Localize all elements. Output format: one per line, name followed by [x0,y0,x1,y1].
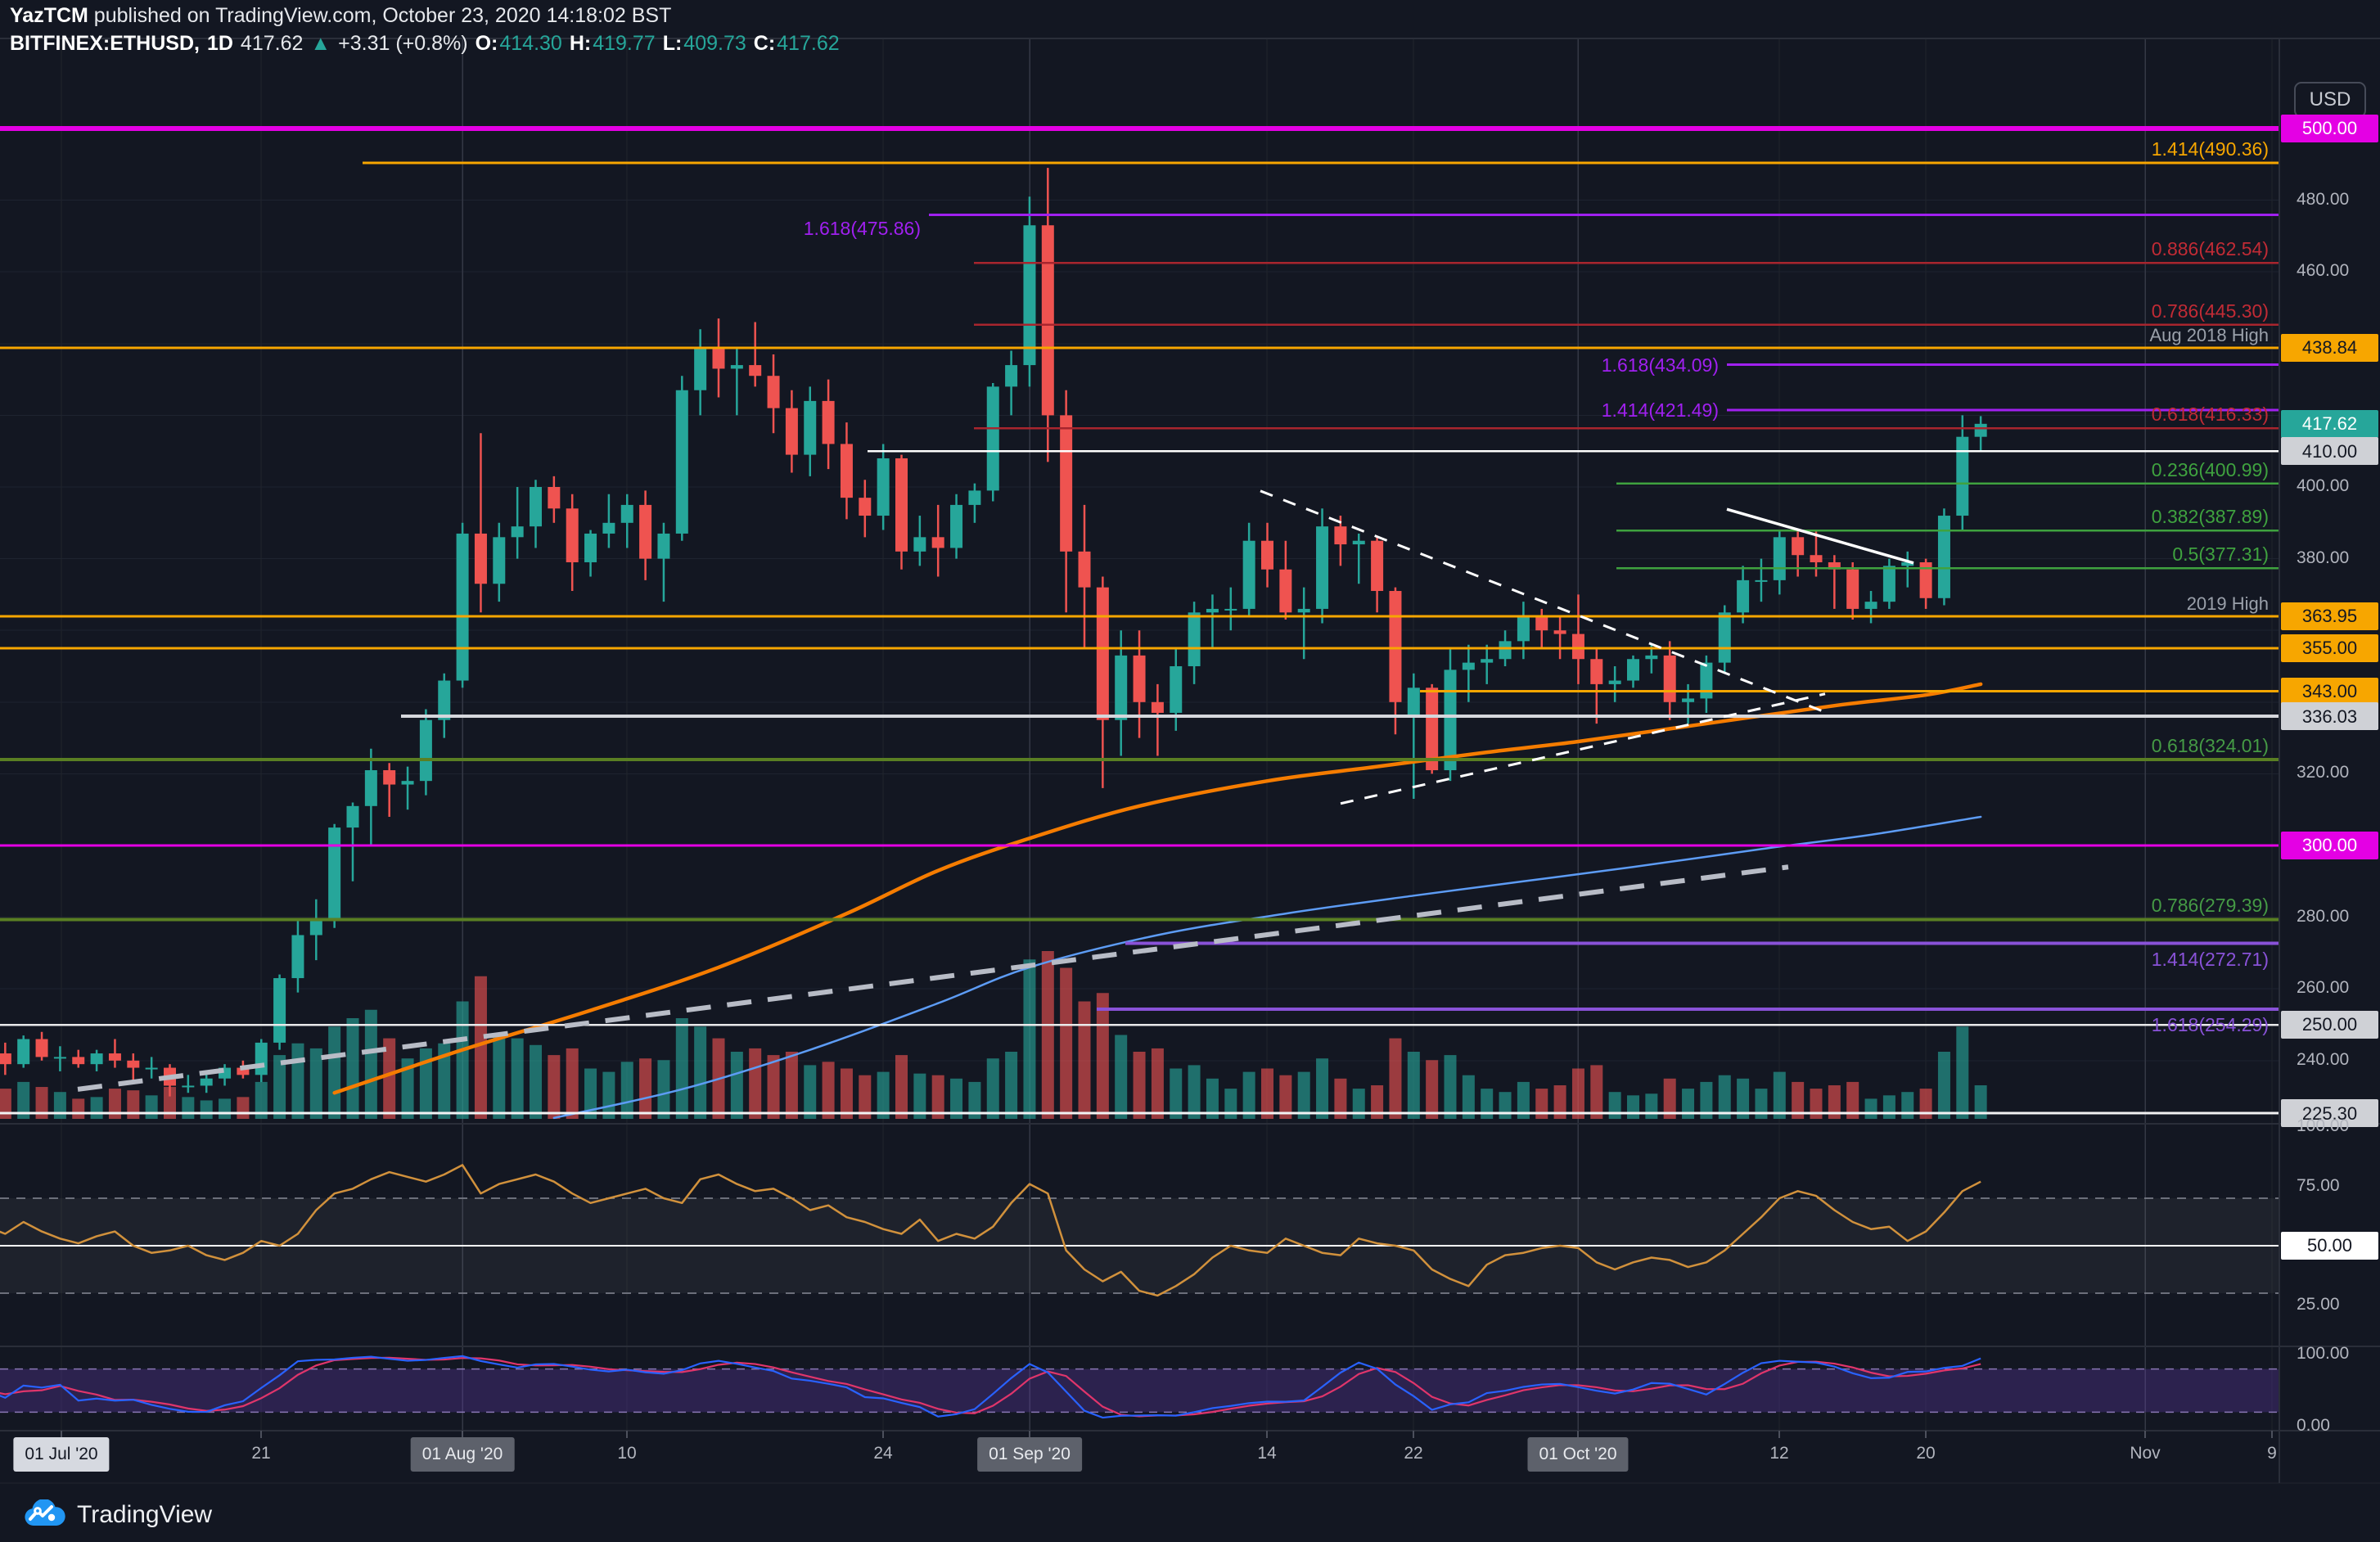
stoch-lines [0,1355,1981,1419]
stoch-d-line [0,1356,1981,1418]
rsi-line [0,1164,1981,1297]
stoch-guides [0,1368,2279,1414]
tradingview-cloud-icon [25,1499,65,1526]
triangle-upper-dashed[interactable] [1260,489,1826,714]
tradingview-watermark[interactable]: TradingView [23,1499,212,1531]
price-level-lines [0,126,2279,1115]
volume-series [0,951,1987,1119]
long-term-support-dashed[interactable] [77,864,1789,1092]
panel-separators [0,38,2380,1484]
moving-averages [332,682,1983,1120]
short-resistance-solid[interactable] [1726,507,1914,565]
trendlines [77,489,1914,1092]
tradingview-logo-text: TradingView [77,1501,213,1528]
currency-toggle-button[interactable]: USD [2294,82,2366,118]
ma-blue[interactable] [552,815,1982,1120]
triangle-lower-dashed[interactable] [1340,692,1826,805]
candlestick-series [0,168,1987,1097]
rsi-guides [0,1197,2279,1294]
ma-orange[interactable] [332,682,1983,1095]
stoch-k-line [0,1355,1981,1419]
